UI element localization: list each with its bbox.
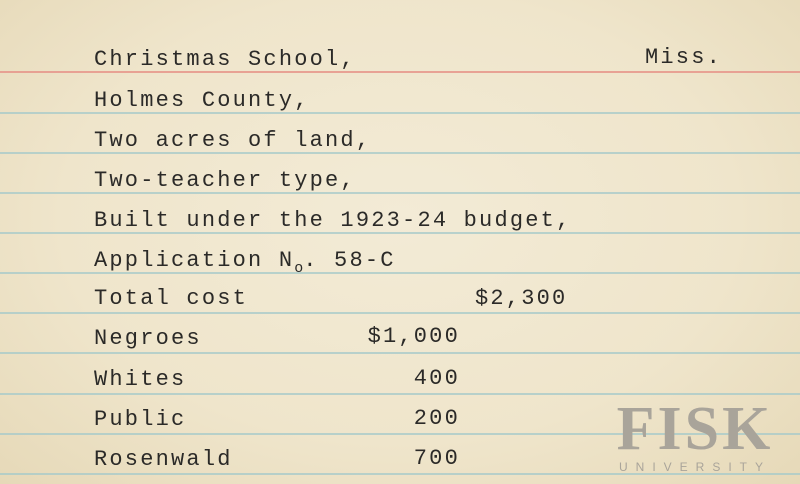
contribution-value: 400 — [413, 366, 460, 391]
header-rule — [0, 71, 800, 73]
total-label: Total cost — [94, 286, 249, 311]
school-name: Christmas School, — [94, 47, 356, 72]
ruled-line — [0, 473, 800, 475]
ruled-line — [0, 152, 800, 154]
land: Two acres of land, — [94, 128, 372, 153]
ruled-line — [0, 272, 800, 274]
ruled-line — [0, 352, 800, 354]
contribution-value: $1,000 — [367, 324, 460, 349]
ruled-line — [0, 312, 800, 314]
contribution-value: 200 — [413, 406, 460, 431]
budget: Built under the 1923-24 budget, — [94, 208, 572, 233]
school-type: Two-teacher type, — [94, 168, 356, 193]
contribution-label: Public — [94, 407, 187, 432]
state: Miss. — [645, 45, 723, 70]
application-value: . 58-C — [303, 248, 396, 273]
ruled-line — [0, 433, 800, 435]
ruled-line — [0, 192, 800, 194]
ruled-line — [0, 112, 800, 114]
fisk-university-watermark: FISK UNIVERSITY — [600, 398, 790, 474]
contribution-label: Whites — [94, 367, 187, 392]
county: Holmes County, — [94, 88, 310, 113]
watermark-subtitle: UNIVERSITY — [618, 460, 771, 474]
contribution-value: 700 — [413, 446, 460, 471]
application-sub: o — [294, 260, 304, 277]
application-prefix: Application N — [94, 248, 295, 273]
application-number: Application No. 58-C — [94, 248, 396, 277]
total-value: $2,300 — [475, 286, 568, 311]
watermark-name: FISK — [616, 395, 774, 463]
contribution-label: Negroes — [94, 326, 202, 351]
ruled-line — [0, 232, 800, 234]
ruled-line — [0, 393, 800, 395]
contribution-label: Rosenwald — [94, 447, 233, 472]
